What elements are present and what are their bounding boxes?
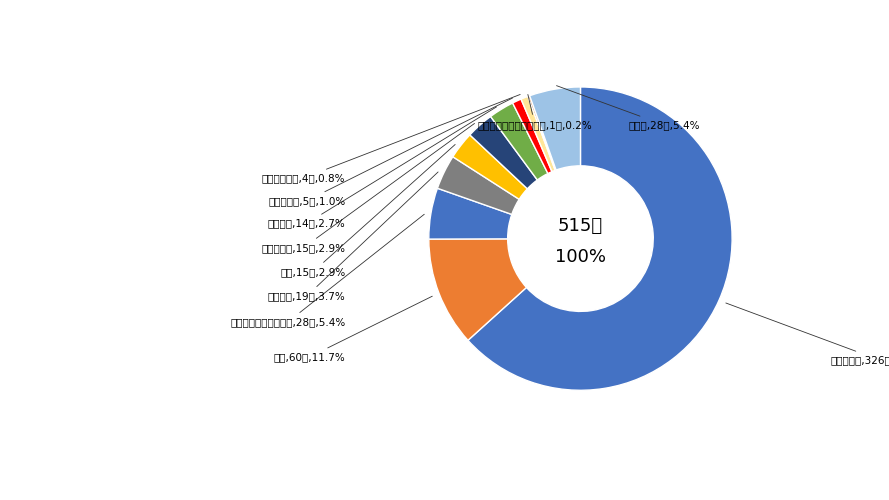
- Text: 激突され,19人,3.7%: 激突され,19人,3.7%: [268, 172, 438, 302]
- Wedge shape: [470, 116, 537, 189]
- Text: 高温・低温の物との接触,1人,0.2%: 高温・低温の物との接触,1人,0.2%: [477, 94, 592, 130]
- Wedge shape: [491, 103, 548, 180]
- Wedge shape: [521, 96, 556, 172]
- Wedge shape: [453, 135, 527, 200]
- Wedge shape: [530, 87, 581, 170]
- Text: 飛来・落下,15人,2.9%: 飛来・落下,15人,2.9%: [261, 124, 475, 252]
- Wedge shape: [437, 156, 519, 214]
- Wedge shape: [513, 99, 552, 174]
- Text: はさまれ・巻き込まれ,28人,5.4%: はさまれ・巻き込まれ,28人,5.4%: [230, 214, 424, 327]
- Text: 100%: 100%: [555, 248, 606, 266]
- Text: 墜落・転落,5人,1.0%: 墜落・転落,5人,1.0%: [268, 98, 512, 206]
- Text: 動作の反動,326人,63.3%: 動作の反動,326人,63.3%: [725, 303, 889, 365]
- Wedge shape: [428, 188, 512, 239]
- Text: 転倒,60人,11.7%: 転倒,60人,11.7%: [274, 296, 432, 362]
- Wedge shape: [468, 87, 733, 390]
- Text: 激突,15人,2.9%: 激突,15人,2.9%: [280, 144, 455, 277]
- Wedge shape: [528, 96, 557, 170]
- Text: つまづき,14人,2.7%: つまづき,14人,2.7%: [268, 107, 497, 228]
- Text: 515人: 515人: [558, 218, 603, 236]
- Text: その他,28人,5.4%: その他,28人,5.4%: [557, 86, 700, 130]
- Text: 切れ・こすれ,4人,0.8%: 切れ・こすれ,4人,0.8%: [262, 94, 520, 183]
- Wedge shape: [428, 239, 526, 340]
